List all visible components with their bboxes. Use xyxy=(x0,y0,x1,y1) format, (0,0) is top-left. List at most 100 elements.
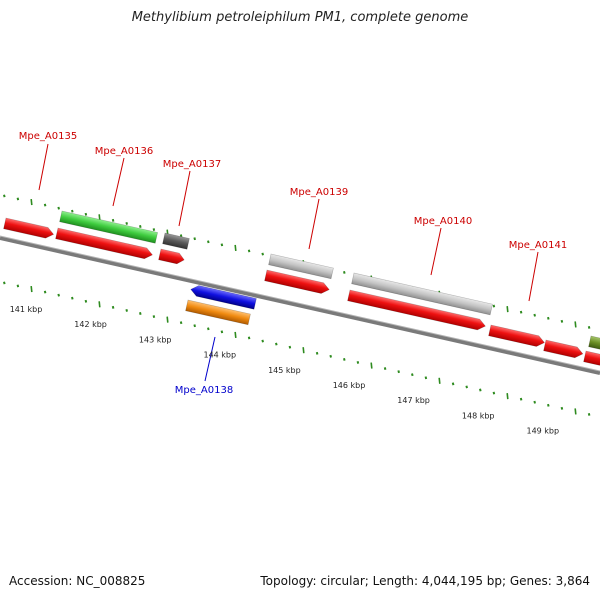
leader-line xyxy=(38,143,49,191)
scale-label: 147 kbp xyxy=(397,396,430,405)
gene-Mpe_A0136 xyxy=(55,227,153,260)
scale-label: 142 kbp xyxy=(74,320,107,329)
lower-tick xyxy=(451,382,455,386)
gene-Mpe_A0137-body xyxy=(158,248,185,265)
lower-tick xyxy=(166,316,169,323)
leader-line xyxy=(430,227,442,276)
accession-text: Accession: NC_008825 xyxy=(9,574,146,588)
scale-label: 144 kbp xyxy=(203,351,236,360)
upper-tick xyxy=(547,316,550,320)
lower-tick xyxy=(125,308,128,312)
lower-tick xyxy=(438,377,441,384)
upper-tick xyxy=(492,304,496,308)
backbone xyxy=(0,235,600,375)
gene-Mpe_A0139-cds xyxy=(268,253,334,280)
lower-tick xyxy=(84,299,88,303)
topology-summary: Topology: circular; Length: 4,044,195 bp… xyxy=(260,574,590,588)
leader-line xyxy=(204,336,216,382)
gene-label-Mpe_A0136: Mpe_A0136 xyxy=(95,146,153,157)
gene-Mpe_A0137-cds xyxy=(162,232,190,250)
lower-tick xyxy=(492,391,496,395)
lower-tick xyxy=(43,290,47,294)
lower-tick xyxy=(424,376,428,380)
lower-tick xyxy=(247,336,251,340)
lower-tick xyxy=(587,413,591,416)
lower-tick xyxy=(411,373,414,377)
lower-tick xyxy=(370,362,373,369)
lower-tick xyxy=(234,331,237,338)
gene-edge xyxy=(583,350,600,366)
lower-tick xyxy=(356,361,360,364)
lower-tick xyxy=(547,403,550,407)
leader-line xyxy=(178,170,191,227)
gene-olive xyxy=(588,335,600,351)
upper-tick xyxy=(98,214,101,221)
lower-tick xyxy=(302,347,305,354)
upper-tick xyxy=(84,212,88,216)
scale-label: 145 kbp xyxy=(268,366,301,375)
gene-Mpe_A0136-cds-body xyxy=(59,210,158,244)
lower-tick xyxy=(343,357,346,361)
lower-tick xyxy=(397,370,400,374)
gene-Mpe_A0135 xyxy=(3,217,55,239)
scale-label: 148 kbp xyxy=(462,411,495,420)
upper-tick xyxy=(30,198,33,206)
gene-labels: Mpe_A0135 Mpe_A0136 Mpe_A0137 Mpe_A0139 Mpe_… xyxy=(19,131,567,396)
upper-tick xyxy=(152,228,156,232)
lower-tick xyxy=(207,327,210,331)
lower-tick xyxy=(16,284,20,288)
upper-tick xyxy=(343,270,346,274)
lower-tick xyxy=(111,305,115,309)
gene-olive-body xyxy=(588,335,600,351)
upper-tick xyxy=(220,243,224,247)
backbone-highlight xyxy=(0,235,600,372)
lower-tick xyxy=(479,388,482,392)
lower-tick xyxy=(329,354,332,358)
gene-Mpe_A0141-body xyxy=(488,324,545,347)
leader-line xyxy=(112,157,125,207)
gene-Mpe_A0138-body xyxy=(190,285,257,310)
lower-tick xyxy=(30,285,33,293)
gene-Mpe_A0139-body xyxy=(264,269,330,294)
gene-Mpe_A0137 xyxy=(158,248,185,265)
gene-label-Mpe_A0140: Mpe_A0140 xyxy=(414,216,472,227)
lower-tick xyxy=(152,315,156,319)
lower-tick xyxy=(533,400,536,404)
gene-label-Mpe_A0138: Mpe_A0138 xyxy=(175,385,233,396)
lower-tick xyxy=(3,281,6,285)
upper-tick xyxy=(16,197,20,201)
upper-tick xyxy=(560,319,564,323)
lower-tick xyxy=(519,397,523,401)
upper-tick xyxy=(125,221,128,225)
upper-tick xyxy=(43,203,47,207)
upper-tick xyxy=(247,249,251,253)
gene-Mpe_A0140-cds xyxy=(351,272,493,316)
gene-Mpe_A0136-body xyxy=(55,227,153,260)
gene-Mpe_A0139 xyxy=(264,269,330,294)
lower-tick xyxy=(98,301,101,308)
gene-label-Mpe_A0139: Mpe_A0139 xyxy=(290,187,348,198)
genes xyxy=(3,210,600,366)
gene-next-body xyxy=(543,339,584,359)
gene-Mpe_A0140 xyxy=(347,289,486,331)
gene-edge-body xyxy=(583,350,600,366)
lower-tick xyxy=(261,339,264,343)
upper-tick xyxy=(506,306,509,313)
upper-tick xyxy=(519,310,523,314)
upper-tick xyxy=(193,237,196,241)
lower-tick xyxy=(179,321,183,325)
scale-label: 149 kbp xyxy=(526,427,559,436)
upper-tick xyxy=(234,244,237,251)
upper-tick xyxy=(587,326,591,329)
lower-tick xyxy=(275,342,278,346)
lower-tick xyxy=(71,296,74,300)
upper-tick xyxy=(139,225,142,228)
scale-label: 141 kbp xyxy=(10,305,43,314)
scale-label: 143 kbp xyxy=(139,335,172,344)
gene-Mpe_A0138 xyxy=(190,285,257,310)
lower-tick xyxy=(315,351,319,355)
lower-tick xyxy=(383,367,387,371)
gene-Mpe_A0141 xyxy=(488,324,545,347)
gene-label-Mpe_A0135: Mpe_A0135 xyxy=(19,131,77,142)
